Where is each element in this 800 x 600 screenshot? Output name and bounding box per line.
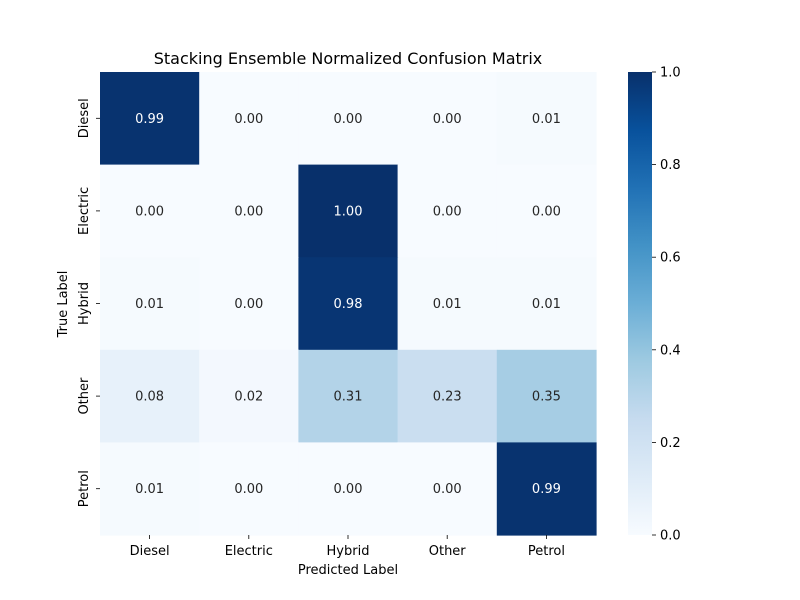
cell-value-label: 0.01 (532, 297, 561, 312)
y-tick-label: Electric (77, 187, 92, 235)
y-axis-label: True Label (56, 271, 71, 339)
heatmap-cell (199, 349, 299, 443)
heatmap-cell (496, 257, 597, 351)
cell-value-label: 0.00 (334, 112, 363, 127)
heatmap-cells (100, 72, 597, 536)
x-tick-label: Petrol (528, 544, 565, 559)
colorbar-tick-label: 1.0 (660, 66, 681, 81)
chart-title: Stacking Ensemble Normalized Confusion M… (154, 49, 543, 68)
cell-value-label: 0.01 (135, 482, 164, 497)
heatmap-cell (298, 72, 399, 166)
colorbar-tick-label: 0.4 (660, 343, 681, 358)
cell-value-label: 0.23 (433, 390, 462, 405)
colorbar-tick-label: 0.6 (660, 251, 681, 266)
cell-value-label: 0.00 (433, 204, 462, 219)
heatmap-cell (496, 442, 597, 536)
y-tick-label: Other (77, 377, 92, 415)
heatmap-cell (199, 442, 299, 536)
heatmap-cell (397, 442, 498, 536)
cell-value-label: 0.01 (532, 112, 561, 127)
heatmap-cell (100, 442, 200, 536)
y-axis: Diesel Electric Hybrid Other Petrol (77, 98, 100, 507)
cell-value-label: 0.00 (234, 297, 263, 312)
heatmap-cell (397, 257, 498, 351)
cell-value-label: 0.01 (135, 297, 164, 312)
colorbar: 0.0 0.2 0.4 0.6 0.8 1.0 (628, 66, 681, 544)
colorbar-gradient (628, 72, 652, 535)
x-tick-label: Electric (225, 544, 273, 559)
x-axis: Diesel Electric Hybrid Other Petrol (130, 535, 565, 559)
cell-value-label: 0.35 (532, 390, 561, 405)
x-axis-label: Predicted Label (298, 563, 398, 578)
cell-value-label: 0.00 (334, 482, 363, 497)
heatmap-cell (397, 72, 498, 166)
x-tick-label: Other (429, 544, 467, 559)
cell-value-label: 0.00 (433, 112, 462, 127)
cell-value-label: 0.00 (234, 204, 263, 219)
y-tick-label: Hybrid (77, 282, 92, 325)
heatmap-cell (100, 164, 200, 258)
cell-value-label: 0.00 (135, 204, 164, 219)
heatmap-cell (100, 72, 200, 166)
heatmap-cell (496, 72, 597, 166)
cell-value-label: 0.00 (234, 112, 263, 127)
heatmap-cell (298, 257, 399, 351)
cell-annotations: 0.99 0.00 0.00 0.00 0.01 0.00 0.00 1.00 0.00 0.00… (135, 112, 561, 497)
cell-value-label: 0.99 (135, 112, 164, 127)
y-tick-label: Diesel (77, 98, 92, 138)
cell-value-label: 0.08 (135, 390, 164, 405)
heatmap-cell (199, 164, 299, 258)
cell-value-label: 0.01 (433, 297, 462, 312)
heatmap-cell (298, 164, 399, 258)
cell-value-label: 0.98 (334, 297, 363, 312)
heatmap-cell (496, 349, 597, 443)
cell-value-label: 0.02 (234, 390, 263, 405)
heatmap-cell (298, 349, 399, 443)
colorbar-tick-label: 0.2 (660, 436, 681, 451)
heatmap-cell (397, 349, 498, 443)
heatmap-cell (496, 164, 597, 258)
cell-value-label: 0.00 (433, 482, 462, 497)
heatmap-cell (298, 442, 399, 536)
cell-value-label: 0.31 (334, 390, 363, 405)
heatmap-cell (397, 164, 498, 258)
heatmap-cell (199, 257, 299, 351)
heatmap-cell (100, 349, 200, 443)
heatmap-cell (100, 257, 200, 351)
heatmap-cell (199, 72, 299, 166)
y-tick-label: Petrol (77, 470, 92, 507)
cell-value-label: 0.00 (234, 482, 263, 497)
cell-value-label: 0.99 (532, 482, 561, 497)
colorbar-tick-label: 0.0 (660, 529, 681, 544)
cell-value-label: 0.00 (532, 204, 561, 219)
colorbar-tick-label: 0.8 (660, 158, 681, 173)
cell-value-label: 1.00 (334, 204, 363, 219)
x-tick-label: Hybrid (327, 544, 370, 559)
x-tick-label: Diesel (130, 544, 170, 559)
